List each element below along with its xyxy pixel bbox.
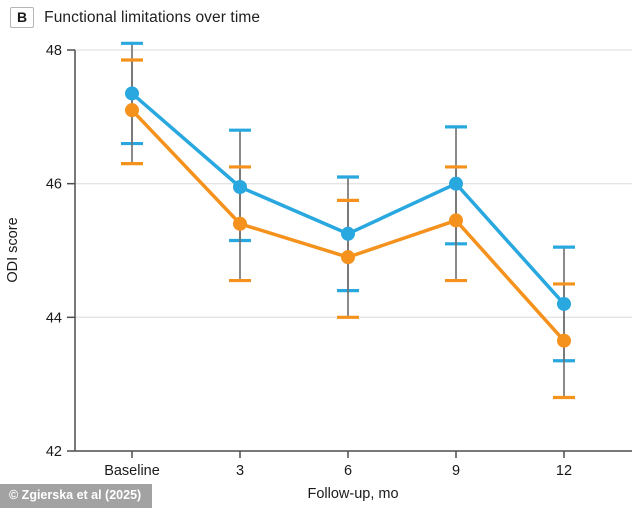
- x-tick-label: 12: [556, 463, 572, 479]
- blue-series-point: [557, 296, 571, 311]
- axes: [67, 49, 632, 458]
- chart-title: Functional limitations over time: [44, 8, 261, 26]
- orange-series-point: [233, 216, 247, 231]
- error-bars: [121, 41, 575, 400]
- orange-series-point: [557, 333, 571, 348]
- orange-series-point: [341, 250, 355, 265]
- y-tick-label: 46: [46, 177, 62, 193]
- blue-series-point: [125, 86, 139, 101]
- orange-series-point: [125, 103, 139, 118]
- x-axis-label: Follow-up, mo: [307, 486, 398, 502]
- y-tick-label: 48: [46, 43, 62, 59]
- data-points: [125, 86, 571, 348]
- x-tick-label: Baseline: [104, 463, 160, 479]
- y-tick-label: 42: [46, 444, 62, 460]
- x-tick-label: 9: [452, 463, 460, 479]
- x-tick-label: 3: [236, 463, 244, 479]
- y-axis-label: ODI score: [5, 217, 21, 282]
- blue-series-point: [341, 226, 355, 241]
- panel-header: B Functional limitations over time: [10, 7, 260, 28]
- tick-labels: 42 44 46 48 Baseline 3 6 9 12: [46, 43, 572, 479]
- orange-series-point: [449, 213, 463, 228]
- watermark: © Zgierska et al (2025): [0, 484, 153, 508]
- y-tick-label: 44: [46, 310, 62, 326]
- x-tick-label: 6: [344, 463, 352, 479]
- panel-letter-badge: B: [10, 7, 35, 28]
- gridlines: [75, 49, 632, 318]
- blue-series-point: [233, 180, 247, 195]
- blue-series-point: [449, 176, 463, 191]
